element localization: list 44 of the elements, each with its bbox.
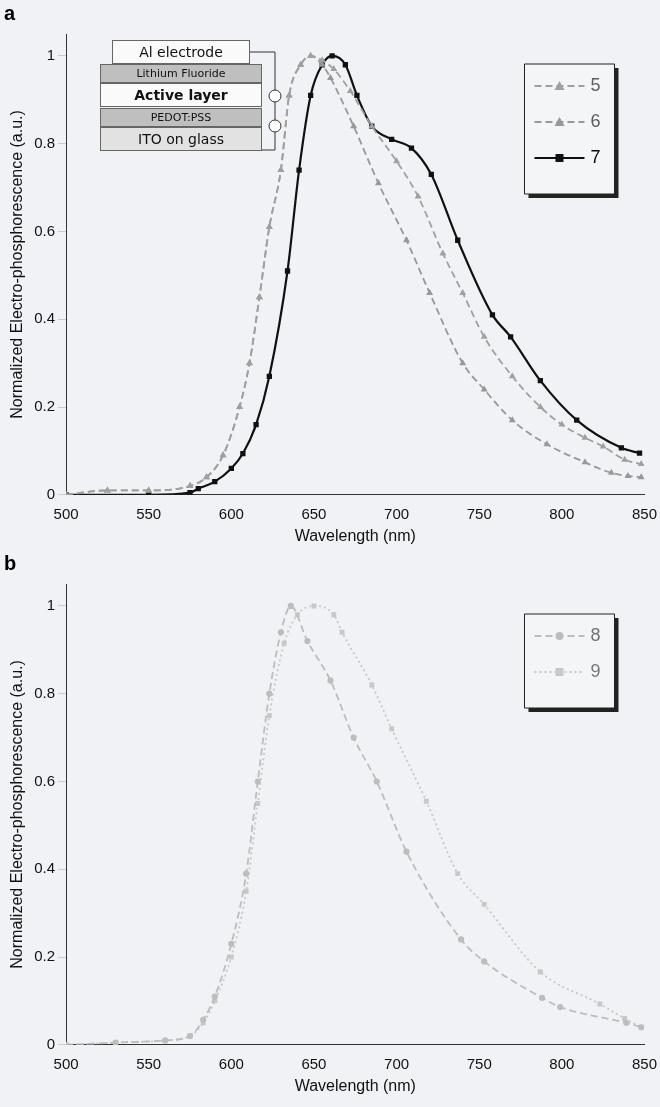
y-tick-label: 0.2 — [34, 947, 56, 965]
annotation: Al electrode — [112, 40, 250, 64]
annotation: Lithium Fluoride — [100, 64, 262, 83]
y-tick-label: 1 — [46, 596, 56, 614]
y-tick-label: 0.2 — [34, 397, 56, 415]
legend-label: 5 — [590, 74, 601, 95]
y-tick-label: 0 — [46, 1034, 56, 1052]
y-tick-label: 0.8 — [34, 133, 56, 151]
x-tick-label: 650 — [301, 504, 327, 522]
chart-title: a — [4, 1, 16, 24]
x-tick-label: 800 — [549, 504, 575, 522]
y-tick-label: 0 — [46, 484, 56, 502]
x-tick-label: 800 — [549, 1054, 575, 1072]
y-tick-label: 0.8 — [34, 683, 56, 701]
y-axis-title: Normalized Electro-phosphorescence (a.u.) — [8, 110, 26, 419]
x-tick-label: 550 — [136, 504, 162, 522]
x-tick-label: 700 — [384, 1054, 410, 1072]
x-tick-label: 750 — [466, 504, 492, 522]
x-tick-label: 600 — [218, 1054, 244, 1072]
x-tick-label: 750 — [466, 1054, 492, 1072]
y-tick-label: 0.6 — [34, 221, 56, 239]
legend-label: 8 — [590, 624, 601, 645]
x-tick-label: 500 — [53, 504, 79, 522]
x-tick-label: 550 — [136, 1054, 162, 1072]
y-tick-label: 0.6 — [34, 771, 56, 789]
legend-label: 9 — [590, 660, 601, 681]
x-tick-label: 650 — [301, 1054, 327, 1072]
chart-title: b — [4, 551, 17, 574]
y-tick-label: 0.4 — [34, 859, 56, 877]
annotation: ITO on glass — [100, 127, 262, 151]
y-tick-label: 1 — [46, 46, 56, 64]
y-tick-label: 0.4 — [34, 309, 56, 327]
annotation: Active layer — [100, 83, 262, 107]
x-tick-label: 850 — [631, 1054, 657, 1072]
x-tick-label: 850 — [631, 504, 657, 522]
y-axis-title: Normalized Electro-phosphorescence (a.u.) — [8, 660, 26, 969]
legend-label: 7 — [590, 146, 601, 167]
x-axis-title: Wavelength (nm) — [294, 1076, 416, 1094]
annotation: PEDOT:PSS — [100, 108, 262, 127]
x-axis-title: Wavelength (nm) — [294, 526, 416, 544]
x-tick-label: 600 — [218, 504, 244, 522]
x-tick-label: 500 — [53, 1054, 79, 1072]
x-tick-label: 700 — [384, 504, 410, 522]
legend-label: 6 — [590, 110, 601, 131]
